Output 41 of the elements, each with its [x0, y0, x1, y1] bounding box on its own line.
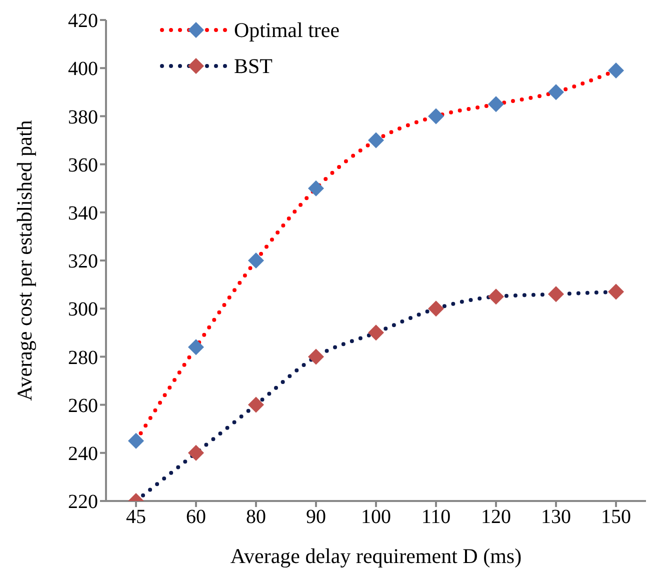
point	[368, 324, 384, 341]
y-tick-label: 240	[68, 443, 98, 465]
legend-label: Optimal tree	[234, 18, 340, 42]
x-tick-label: 60	[186, 506, 206, 528]
point	[248, 396, 264, 413]
point	[488, 288, 504, 305]
point	[308, 348, 324, 365]
point	[608, 284, 624, 300]
y-tick-label: 400	[68, 58, 98, 80]
x-tick-label: 130	[541, 506, 571, 528]
y-tick-label: 380	[68, 106, 98, 128]
x-axis-title: Average delay requirement D (ms)	[230, 544, 522, 568]
point	[488, 96, 504, 112]
x-tick-label: 45	[126, 506, 146, 528]
point	[548, 84, 564, 100]
point	[608, 62, 624, 79]
point	[188, 444, 204, 461]
legend-label: BST	[234, 54, 273, 78]
y-tick-label: 260	[68, 394, 98, 417]
x-tick-label: 120	[481, 506, 511, 528]
x-tick-label: 90	[306, 506, 326, 528]
y-tick-label: 320	[68, 250, 98, 273]
x-tick-label: 80	[246, 506, 266, 528]
point	[248, 252, 264, 268]
point	[428, 300, 444, 317]
point	[188, 339, 204, 356]
point	[128, 432, 144, 449]
y-tick-label: 340	[68, 202, 98, 224]
x-tick-label: 110	[421, 506, 451, 528]
point	[368, 132, 384, 148]
y-tick-label: 280	[68, 346, 98, 369]
point	[548, 286, 564, 302]
y-axis-title: Average cost per established path	[12, 120, 36, 401]
x-tick-label: 100	[361, 506, 391, 528]
point	[308, 180, 324, 196]
y-tick-label: 220	[68, 491, 98, 514]
y-tick-label: 300	[68, 298, 98, 321]
x-tick-label: 150	[601, 506, 631, 528]
y-tick-label: 360	[68, 154, 98, 176]
y-tick-label: 420	[68, 10, 98, 32]
point	[428, 108, 444, 124]
